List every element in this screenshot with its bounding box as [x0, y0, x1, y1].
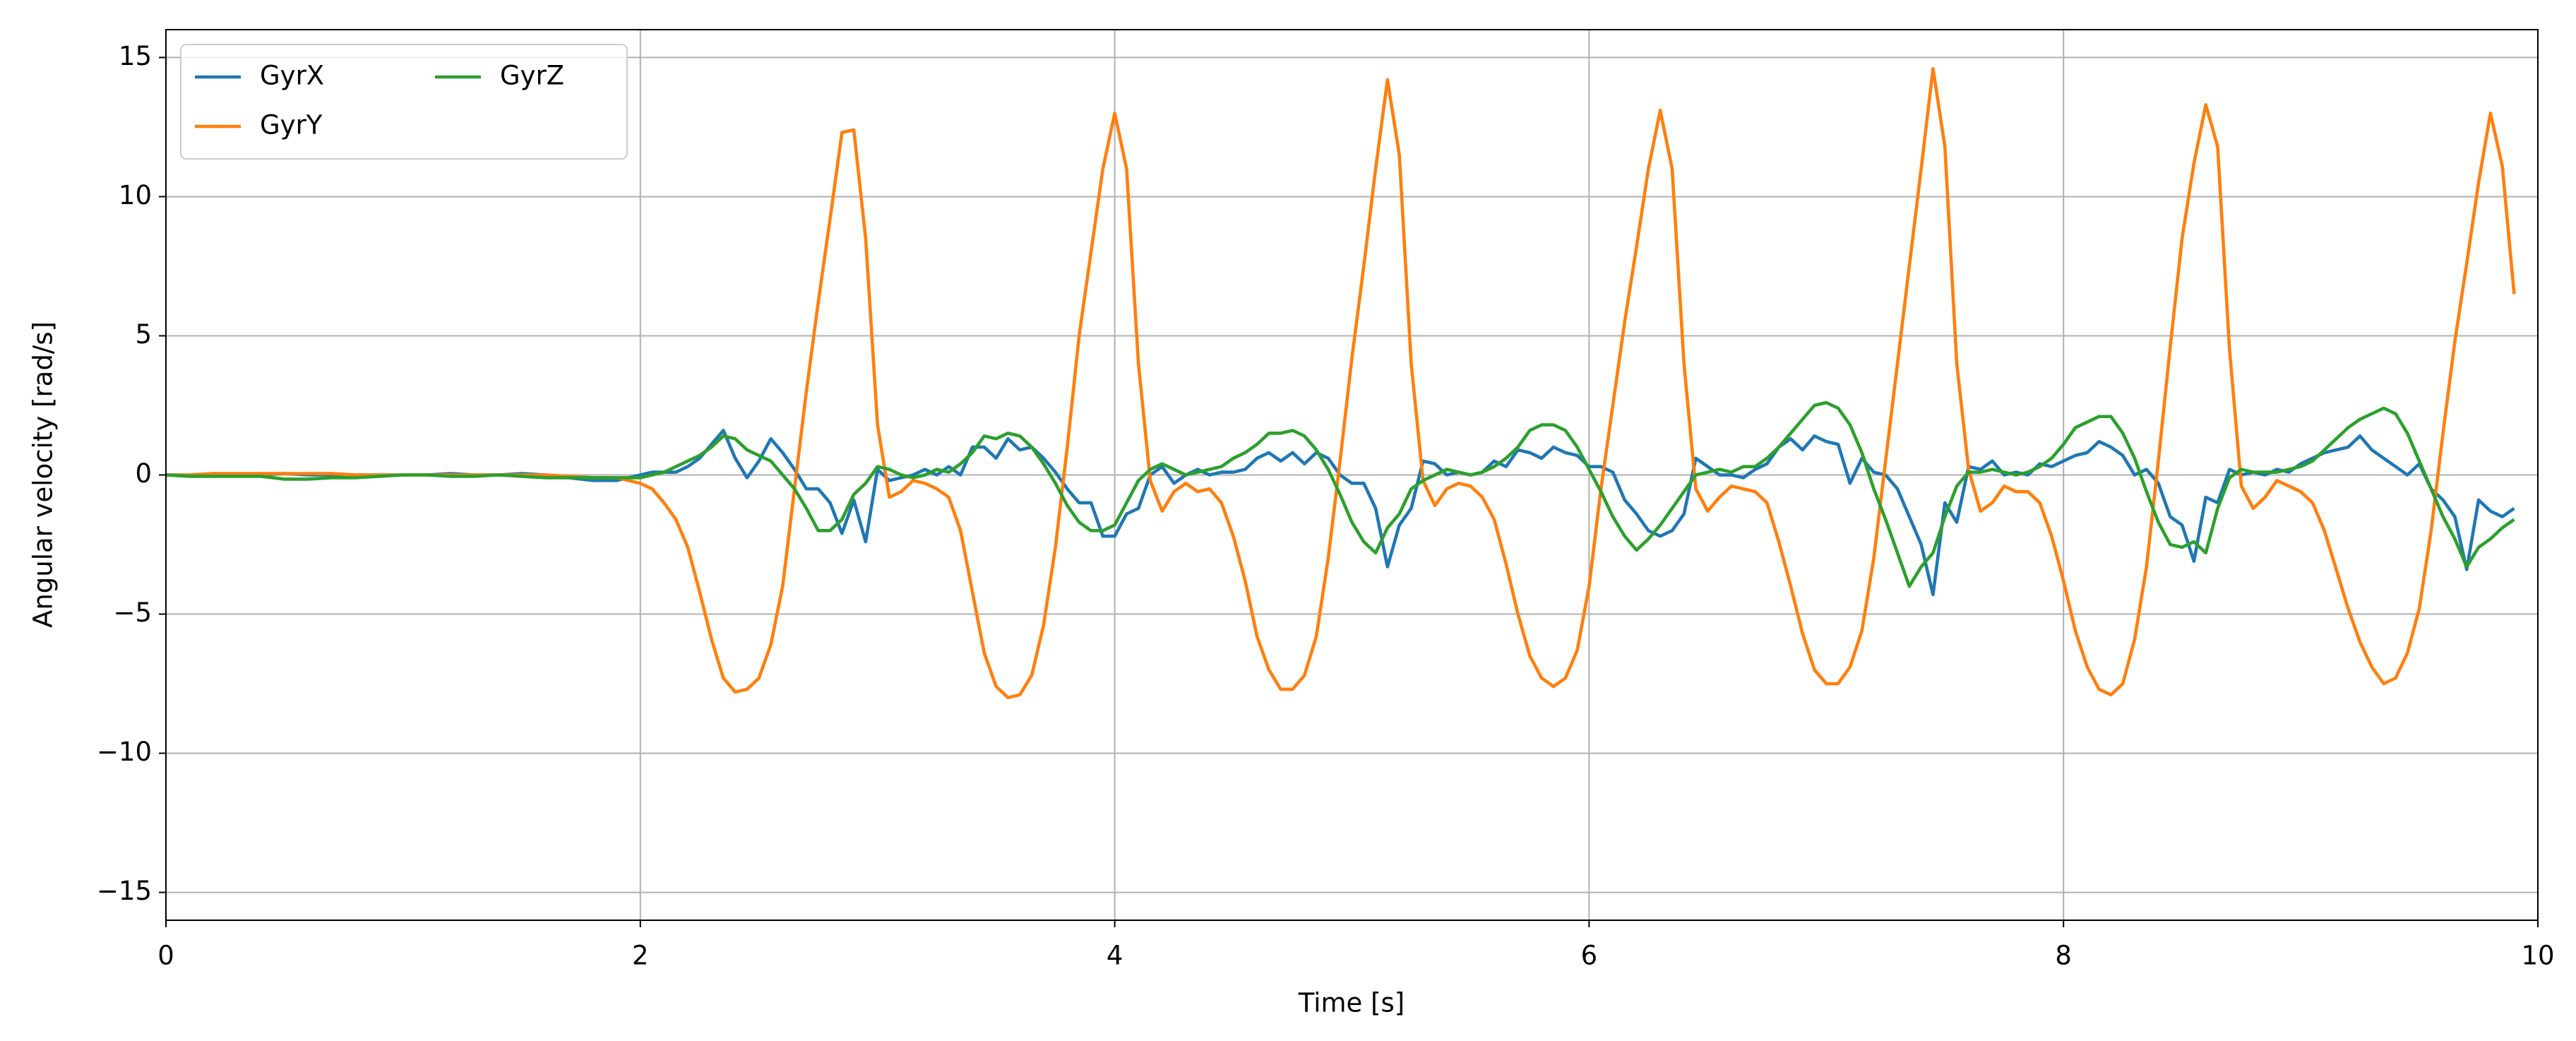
x-tick-label: 2 [632, 941, 649, 971]
x-tick-label: 8 [2055, 941, 2072, 971]
y-tick-label: 5 [135, 319, 152, 350]
x-tick-label: 4 [1107, 941, 1123, 971]
data-line [166, 400, 2515, 588]
legend-label: GyrZ [500, 61, 564, 91]
plot-frame [165, 29, 2539, 921]
y-tick-label: 0 [135, 458, 152, 489]
y-tick-label: −5 [113, 597, 152, 628]
x-tick-label: 0 [157, 941, 174, 971]
y-tick-label: −10 [97, 737, 152, 767]
x-axis-label: Time [s] [1298, 988, 1405, 1018]
y-tick-label: −15 [97, 876, 152, 906]
legend-label: GyrX [260, 61, 324, 91]
x-tick-label: 6 [1581, 941, 1598, 971]
y-axis-label: Angular velocity [rad/s] [28, 321, 59, 628]
legend-frame [180, 44, 628, 160]
legend-label: GyrY [260, 110, 323, 141]
data-line [166, 66, 2516, 700]
y-tick-label: 10 [119, 180, 152, 210]
y-tick-label: 15 [119, 41, 152, 71]
x-tick-label: 10 [2521, 941, 2554, 971]
